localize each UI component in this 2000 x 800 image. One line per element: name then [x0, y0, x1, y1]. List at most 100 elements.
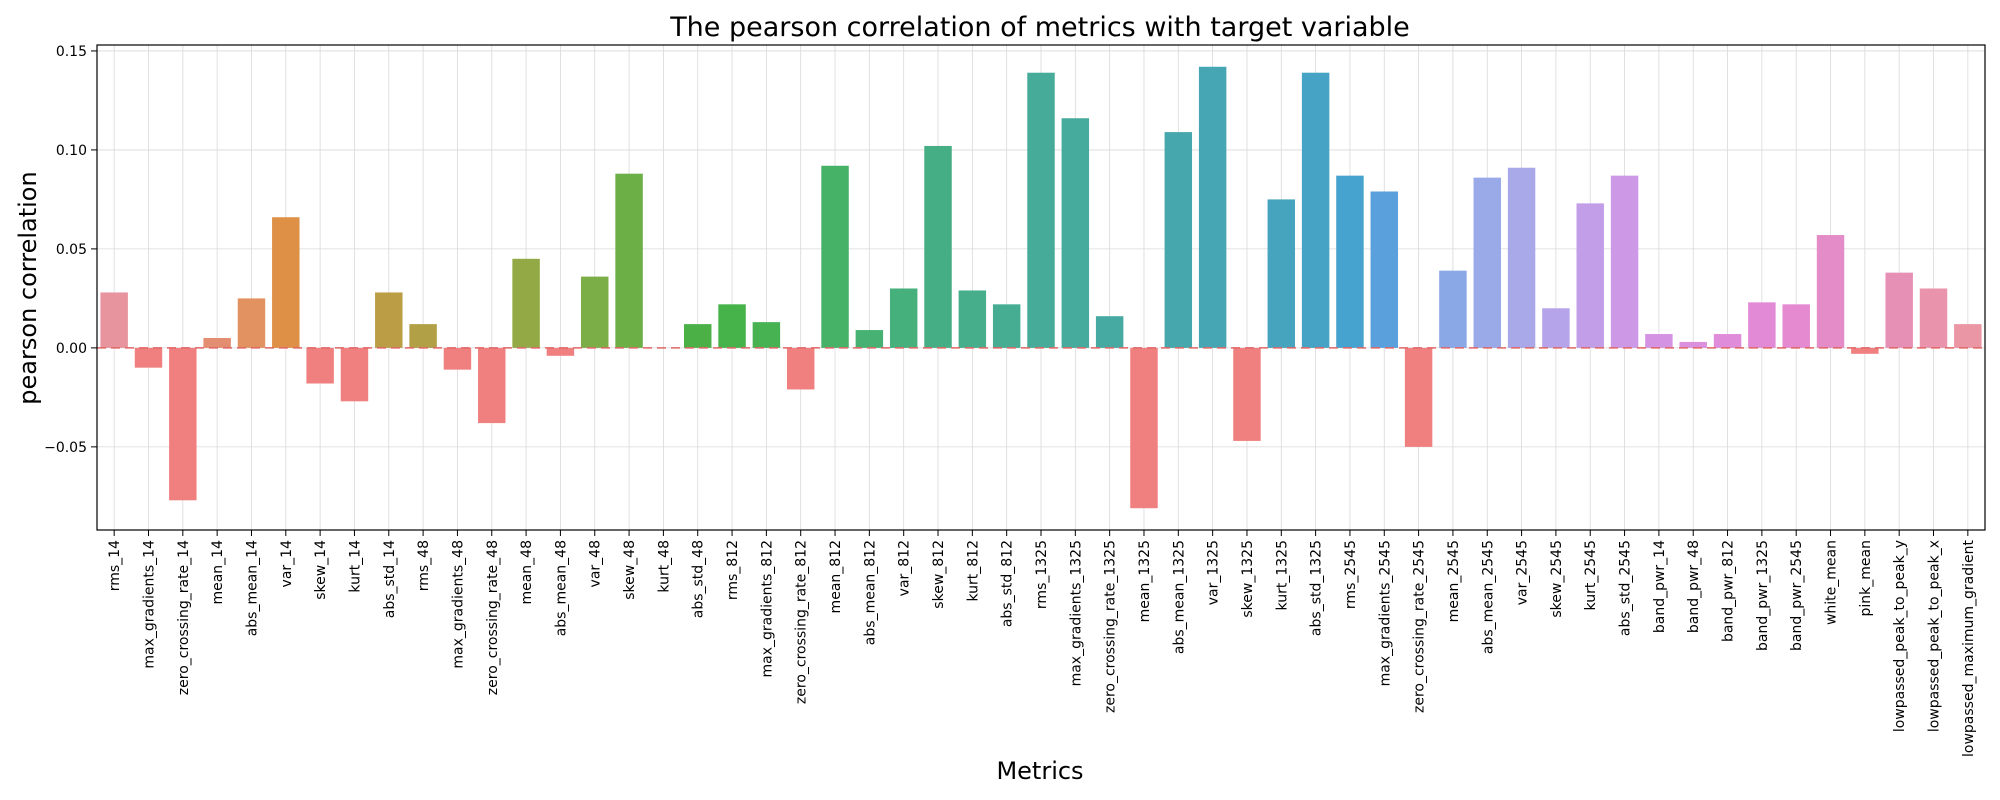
bar-abs_mean_48 — [546, 347, 575, 356]
x-tick-label: pink_mean — [1858, 540, 1874, 616]
x-tick-label: band_pwr_2545 — [1789, 540, 1805, 651]
x-tick-label: kurt_48 — [656, 540, 672, 593]
x-tick-label: abs_std_1325 — [1309, 540, 1325, 636]
bar-rms_2545 — [1336, 175, 1364, 348]
x-tick-label: var_812 — [897, 540, 913, 596]
bar-rms_1325 — [1027, 72, 1055, 348]
x-tick-label: skew_2545 — [1549, 540, 1565, 618]
x-tick-label: abs_std_2545 — [1618, 540, 1634, 636]
x-tick-label: kurt_812 — [965, 540, 981, 602]
bar-max_gradients_2545 — [1370, 191, 1399, 348]
bar-band_pwr_48 — [1679, 341, 1707, 348]
bar-var_48 — [581, 276, 609, 348]
x-tick-label: zero_crossing_rate_14 — [176, 540, 192, 695]
x-tick-label: kurt_1325 — [1274, 540, 1290, 610]
x-tick-label: rms_1325 — [1034, 540, 1050, 609]
x-tick-label: var_14 — [279, 540, 295, 588]
x-tick-label: skew_48 — [622, 540, 638, 600]
x-tick-label: max_gradients_1325 — [1068, 540, 1084, 686]
x-axis-label: Metrics — [996, 757, 1083, 785]
x-tick-label: skew_14 — [313, 540, 329, 600]
x-tick-label: zero_crossing_rate_812 — [794, 540, 810, 704]
bar-band_pwr_1325 — [1748, 302, 1776, 348]
x-tick-label: mean_812 — [828, 540, 844, 613]
chart-title: The pearson correlation of metrics with … — [669, 12, 1410, 43]
bar-zero_crossing_rate_2545 — [1404, 347, 1433, 447]
x-tick-label: abs_std_812 — [1000, 540, 1016, 627]
x-tick-label: mean_14 — [210, 540, 226, 605]
bar-band_pwr_2545 — [1782, 304, 1810, 348]
x-tick-label: band_pwr_812 — [1721, 540, 1737, 642]
x-tick-label: lowpassed_peak_to_peak_x — [1927, 540, 1943, 732]
x-tick-label: skew_1325 — [1240, 540, 1256, 618]
bar-skew_14 — [306, 347, 334, 384]
bar-zero_crossing_rate_48 — [478, 347, 506, 424]
bar-abs_mean_812 — [855, 330, 884, 348]
x-axis: rms_14 max_gradients_14 zero_crossing_rate… — [107, 530, 1977, 757]
bar-max_gradients_812 — [752, 322, 781, 348]
x-tick-label: kurt_2545 — [1583, 540, 1599, 610]
bar-mean_812 — [821, 165, 849, 348]
bar-lowpassed_maximum_gradient — [1954, 324, 1982, 348]
x-tick-label: mean_2545 — [1446, 540, 1462, 622]
bar-abs_mean_2545 — [1473, 177, 1501, 348]
x-tick-label: rms_2545 — [1343, 540, 1359, 609]
bar-max_gradients_48 — [443, 347, 472, 370]
grid — [97, 45, 1985, 530]
y-axis: −0.05 0.00 0.05 0.10 0.15 — [44, 44, 97, 456]
x-tick-label: abs_mean_812 — [862, 540, 878, 645]
bar-kurt_1325 — [1267, 199, 1296, 348]
bar-kurt_2545 — [1576, 203, 1604, 348]
bar-var_14 — [272, 217, 300, 348]
x-tick-label: mean_48 — [519, 540, 535, 605]
x-tick-label: mean_1325 — [1137, 540, 1153, 622]
bar-kurt_812 — [958, 290, 987, 348]
bar-skew_812 — [924, 145, 952, 348]
bar-rms_14 — [100, 292, 128, 348]
bar-rms_48 — [409, 324, 437, 348]
bar-abs_std_1325 — [1301, 72, 1330, 348]
x-tick-label: abs_std_14 — [382, 540, 398, 618]
bar-abs_std_2545 — [1610, 175, 1639, 348]
x-tick-label: max_gradients_14 — [141, 540, 157, 669]
x-tick-label: max_gradients_812 — [759, 540, 775, 678]
bar-band_pwr_812 — [1713, 334, 1742, 348]
bar-var_1325 — [1198, 66, 1227, 348]
bar-lowpassed_peak_to_peak_x — [1919, 288, 1948, 348]
x-tick-label: zero_crossing_rate_2545 — [1412, 540, 1428, 713]
bar-pink_mean — [1851, 347, 1879, 354]
bar-mean_1325 — [1130, 347, 1158, 509]
x-tick-label: zero_crossing_rate_48 — [485, 540, 501, 695]
x-tick-label: var_1325 — [1206, 540, 1222, 605]
x-tick-label: abs_mean_1325 — [1171, 540, 1187, 654]
x-tick-label: band_pwr_1325 — [1755, 540, 1771, 651]
bar-mean_48 — [512, 258, 540, 348]
bar-max_gradients_14 — [134, 347, 163, 368]
bar-zero_crossing_rate_1325 — [1095, 316, 1124, 348]
x-tick-label: abs_std_48 — [691, 540, 707, 618]
bar-abs_mean_14 — [237, 298, 266, 348]
bar-abs_mean_1325 — [1164, 132, 1193, 348]
x-tick-label: white_mean — [1824, 540, 1840, 625]
y-tick-label: −0.05 — [44, 440, 87, 456]
bar-kurt_14 — [340, 347, 369, 402]
y-tick-label: 0.10 — [56, 143, 87, 159]
x-tick-label: abs_mean_48 — [553, 540, 569, 636]
x-tick-label: var_48 — [588, 540, 604, 587]
x-tick-label: abs_mean_2545 — [1480, 540, 1496, 654]
x-tick-label: max_gradients_2545 — [1377, 540, 1393, 686]
bar-white_mean — [1816, 235, 1845, 348]
bar-mean_14 — [203, 337, 231, 348]
bar-zero_crossing_rate_14 — [169, 347, 197, 501]
bar-abs_std_812 — [992, 304, 1021, 348]
x-tick-label: abs_mean_14 — [244, 540, 260, 636]
bar-skew_2545 — [1542, 308, 1570, 348]
bar-mean_2545 — [1439, 270, 1467, 348]
bar-skew_1325 — [1233, 347, 1261, 441]
x-tick-label: band_pwr_48 — [1686, 540, 1702, 633]
x-tick-label: var_2545 — [1515, 540, 1531, 605]
x-tick-label: rms_812 — [725, 540, 741, 600]
y-tick-label: 0.15 — [56, 44, 87, 60]
bar-var_812 — [889, 288, 918, 348]
